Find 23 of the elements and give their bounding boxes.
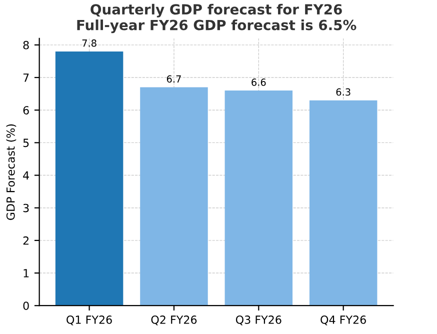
- bar: [309, 100, 378, 306]
- data-label: 7.8: [82, 39, 96, 47]
- y-tick-label: 7: [23, 74, 29, 82]
- y-axis-title: GDP Forecast (%): [6, 124, 16, 220]
- x-tick-label: Q2 FY26: [151, 316, 197, 326]
- y-tick-label: 8: [23, 40, 29, 50]
- y-tick-label: 4: [23, 171, 29, 180]
- y-tick-label: 2: [23, 236, 28, 245]
- bar: [224, 90, 293, 306]
- y-tick-label: 6: [23, 106, 29, 114]
- chart-title: Quarterly GDP forecast for FY26 Full-year FY26 GDP forecast is 6.5%: [77, 4, 356, 34]
- y-tick-label: 1: [24, 269, 29, 278]
- data-label: 6.3: [336, 88, 350, 96]
- data-label: 6.6: [252, 78, 266, 86]
- bar: [55, 51, 124, 306]
- y-tick-label: 0: [23, 302, 29, 310]
- y-tick-label: 5: [23, 138, 29, 148]
- bar: [140, 87, 208, 306]
- x-tick-label: Q1 FY26: [66, 316, 112, 326]
- x-tick-label: Q3 FY26: [236, 316, 282, 326]
- x-tick-label: Q4 FY26: [320, 316, 366, 326]
- y-tick-label: 3: [23, 204, 29, 212]
- data-label: 6.7: [166, 75, 181, 83]
